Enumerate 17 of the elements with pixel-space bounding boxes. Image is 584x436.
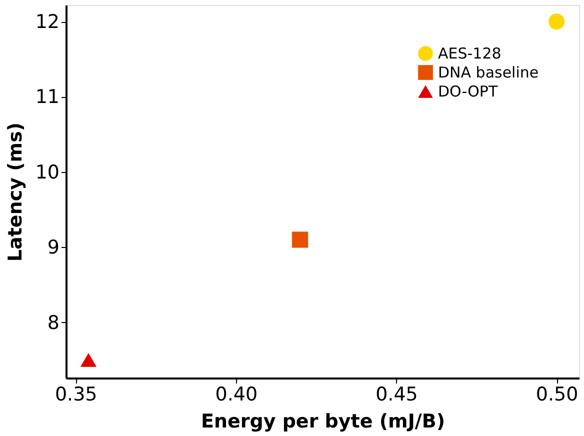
x-tick-label: 0.45 bbox=[376, 384, 418, 406]
y-tick-label: 10 bbox=[35, 161, 60, 184]
x-axis-title: Energy per byte (mJ/B) bbox=[200, 410, 446, 432]
y-tick-label: 9 bbox=[47, 236, 60, 259]
y-axis-title: Latency (ms) bbox=[4, 122, 26, 262]
legend-label: DNA baseline bbox=[438, 64, 539, 82]
y-tick-label: 8 bbox=[47, 312, 60, 334]
legend-label: DO-OPT bbox=[438, 82, 498, 100]
x-tick-label: 0.40 bbox=[215, 384, 258, 406]
x-tick-label: 0.35 bbox=[54, 384, 98, 406]
point bbox=[80, 352, 97, 367]
y-tick-label: 12 bbox=[35, 11, 60, 34]
point bbox=[548, 14, 565, 30]
x-tick-label: 0.50 bbox=[536, 384, 578, 406]
y-tick-label: 11 bbox=[35, 86, 60, 108]
legend-label: AES-128 bbox=[438, 44, 502, 62]
point bbox=[292, 232, 308, 248]
